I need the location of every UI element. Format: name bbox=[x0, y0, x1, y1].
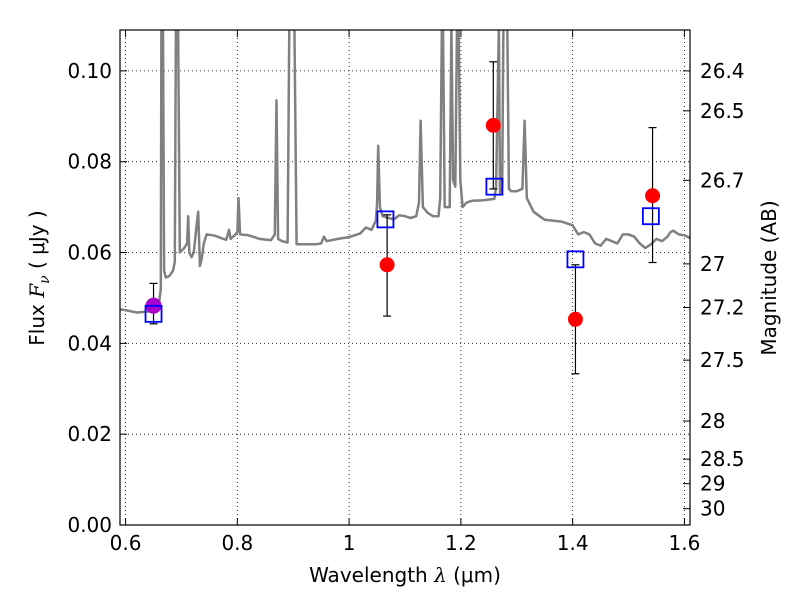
mag-tick-label: 30 bbox=[700, 497, 725, 521]
plot-background bbox=[120, 30, 690, 525]
y-tick-label: 0.04 bbox=[67, 331, 112, 355]
tick-labels: 0.6 0.8 1 1.2 1.4 1.6 0.00 0.02 0.04 0.06 0.08 0.10… bbox=[67, 59, 744, 555]
mag-tick-label: 26.5 bbox=[700, 99, 745, 123]
y-axis-right-title: Magnitude (AB) bbox=[757, 200, 781, 355]
y-tick-label: 0.00 bbox=[67, 513, 112, 537]
y-tick-label: 0.08 bbox=[67, 150, 112, 174]
mag-tick-label: 28 bbox=[700, 409, 725, 433]
mag-tick-label: 29 bbox=[700, 472, 725, 496]
x-tick-label: 0.8 bbox=[221, 531, 253, 555]
model-photometry-point bbox=[641, 207, 660, 226]
y-tick-label: 0.10 bbox=[67, 59, 112, 83]
y-tick-label: 0.06 bbox=[67, 241, 112, 265]
model-photometry-point bbox=[485, 177, 504, 196]
x-tick-label: 1.6 bbox=[669, 531, 701, 555]
x-tick-label: 1.2 bbox=[445, 531, 477, 555]
mag-tick-label: 26.7 bbox=[700, 168, 745, 192]
plot-frame bbox=[119, 29, 691, 526]
mag-tick-label: 26.4 bbox=[700, 59, 745, 83]
x-tick-label: 1 bbox=[343, 531, 356, 555]
y-tick-label: 0.02 bbox=[67, 422, 112, 446]
y-axis-title: Flux Fν ( μJy ) bbox=[25, 210, 53, 345]
observed-point bbox=[645, 188, 661, 204]
model-spectrum-line bbox=[120, 30, 690, 314]
model-photometry-point bbox=[144, 304, 163, 323]
observed-point bbox=[485, 117, 501, 133]
x-axis-title: Wavelength λ (μm) bbox=[309, 563, 501, 587]
x-tick-label: 1.4 bbox=[557, 531, 589, 555]
model-photometry-point bbox=[376, 210, 395, 229]
grid bbox=[120, 30, 690, 525]
observed-point bbox=[379, 257, 395, 273]
mag-tick-label: 27 bbox=[700, 252, 725, 276]
model-photometry-point bbox=[566, 250, 585, 269]
mag-tick-label: 27.5 bbox=[700, 348, 745, 372]
series-layer bbox=[120, 30, 690, 375]
mag-tick-label: 28.5 bbox=[700, 447, 745, 471]
observed-point bbox=[567, 311, 583, 327]
x-tick-label: 0.6 bbox=[110, 531, 142, 555]
mag-tick-label: 27.2 bbox=[700, 295, 745, 319]
ticks bbox=[120, 30, 690, 526]
